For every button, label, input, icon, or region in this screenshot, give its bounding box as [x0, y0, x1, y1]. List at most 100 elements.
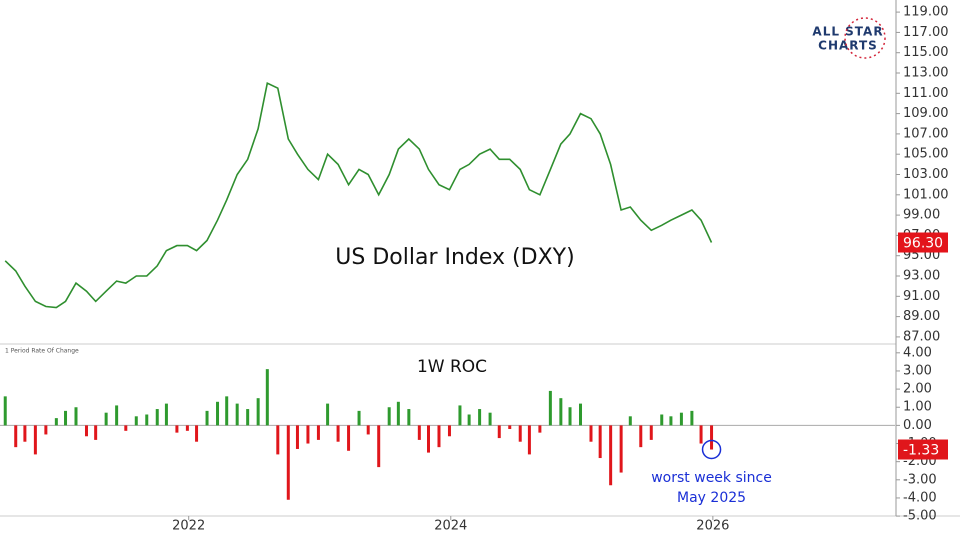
price-title: US Dollar Index (DXY) [335, 245, 574, 270]
roc-bar [366, 425, 370, 435]
roc-title: 1W ROC [417, 357, 487, 377]
y-tick-label: 111.00 [903, 86, 949, 101]
y-tick-label: 93.00 [903, 269, 940, 284]
roc-bar [195, 425, 199, 442]
y-tick-label: 87.00 [903, 329, 940, 344]
roc-bar [316, 425, 320, 440]
roc-bar [145, 414, 149, 426]
x-tick-label: 2022 [172, 519, 205, 534]
y-tick-label: 1.00 [903, 400, 932, 415]
roc-bar [488, 412, 492, 426]
roc-bar [579, 403, 583, 426]
roc-bar [447, 425, 451, 437]
y-tick-label: 119.00 [903, 5, 949, 20]
annotation-text: worst week since [651, 470, 772, 486]
roc-bar [387, 407, 391, 426]
roc-bar [286, 425, 290, 500]
roc-bar [639, 425, 643, 448]
y-tick-label: 109.00 [903, 106, 949, 121]
y-tick-label: 3.00 [903, 363, 932, 378]
roc-bar [518, 425, 522, 442]
roc-bar [306, 425, 310, 444]
last-value-label: -1.33 [903, 443, 939, 459]
y-tick-label: 115.00 [903, 45, 949, 60]
roc-bar [134, 416, 138, 426]
roc-bar [417, 425, 421, 440]
roc-bar [84, 425, 88, 437]
roc-bar [44, 425, 48, 435]
roc-bar [104, 412, 108, 426]
roc-bar [265, 369, 269, 426]
y-tick-label: -5.00 [903, 509, 937, 524]
roc-bar [609, 425, 613, 486]
price-line [4, 82, 713, 309]
y-tick-label: 2.00 [903, 382, 932, 397]
y-tick-label: 117.00 [903, 25, 949, 40]
y-tick-label: 107.00 [903, 126, 949, 141]
x-tick-label: 2026 [696, 519, 729, 534]
y-tick-label: -3.00 [903, 472, 937, 487]
roc-bar [164, 403, 168, 426]
roc-bar [155, 409, 159, 426]
roc-bar [124, 425, 128, 431]
roc-bar [426, 425, 430, 453]
roc-bar [256, 398, 260, 426]
y-tick-label: 105.00 [903, 147, 949, 162]
roc-bar [64, 410, 68, 426]
y-tick-label: -4.00 [903, 490, 937, 505]
roc-subtitle: 1 Period Rate Of Change [5, 348, 79, 355]
y-tick-label: 103.00 [903, 167, 949, 182]
logo-line: ALL STAR [812, 25, 883, 39]
y-tick-label: 113.00 [903, 66, 949, 81]
last-value-label: 96.30 [903, 236, 943, 252]
roc-bar [33, 425, 37, 455]
roc-bar [225, 396, 229, 426]
roc-bar [295, 425, 299, 449]
roc-bar [3, 396, 7, 426]
roc-bar [699, 425, 703, 444]
roc-bar [548, 390, 552, 426]
roc-bar [478, 409, 482, 426]
y-tick-label: 89.00 [903, 309, 940, 324]
roc-bar [347, 425, 351, 451]
roc-bar [679, 412, 683, 426]
roc-bar [23, 425, 27, 442]
roc-bar [54, 418, 58, 426]
roc-bar [175, 425, 179, 433]
roc-bar [216, 401, 220, 426]
roc-bar [326, 403, 330, 426]
roc-bar [559, 398, 563, 426]
roc-bar [508, 425, 512, 430]
annotation-text: May 2025 [677, 490, 746, 506]
roc-bar [497, 425, 501, 439]
roc-bar [669, 416, 673, 426]
roc-bar [357, 410, 361, 426]
roc-bar [628, 416, 632, 426]
roc-bar [619, 425, 623, 473]
logo-stars [844, 17, 886, 59]
roc-bar [568, 407, 572, 426]
roc-bar [589, 425, 593, 442]
roc-bar [538, 425, 542, 433]
roc-bar [649, 425, 653, 440]
roc-bar [690, 410, 694, 426]
roc-bar [74, 407, 78, 426]
roc-bar [527, 425, 531, 455]
roc-bar [396, 401, 400, 426]
roc-bar [377, 425, 381, 468]
roc-bar [14, 425, 18, 448]
roc-bar [115, 405, 119, 426]
y-tick-label: 101.00 [903, 187, 949, 202]
roc-bar [660, 414, 664, 426]
y-tick-label: 99.00 [903, 208, 940, 223]
annotation-circle [701, 439, 722, 460]
roc-bar [710, 425, 714, 450]
roc-bar [407, 409, 411, 426]
roc-bar [458, 405, 462, 426]
last-value-box [898, 439, 948, 460]
y-tick-label: 4.00 [903, 345, 932, 360]
roc-bar [467, 414, 471, 426]
